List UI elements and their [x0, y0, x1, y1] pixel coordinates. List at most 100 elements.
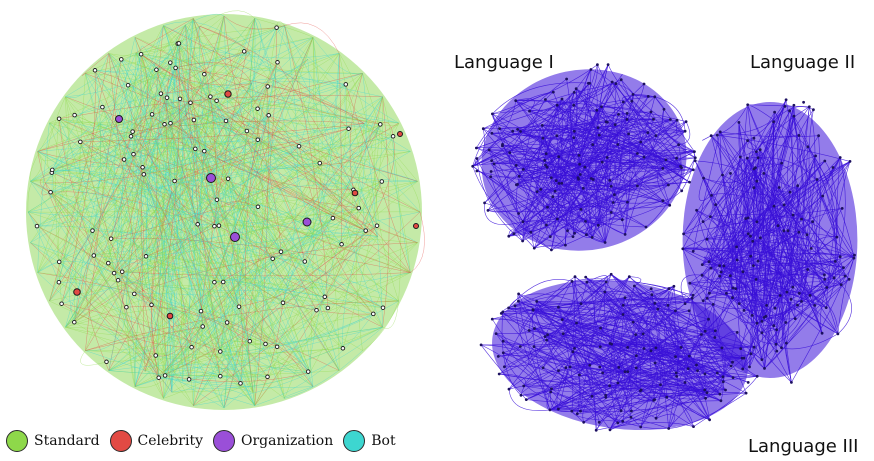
left-edge — [50, 192, 164, 399]
left-edge — [29, 118, 60, 182]
cluster-node — [691, 168, 695, 172]
cluster-node — [543, 159, 547, 162]
left-edge — [127, 84, 320, 164]
cluster-node — [512, 232, 516, 236]
cluster-node — [679, 346, 683, 349]
left-node — [356, 205, 361, 211]
left-edge — [92, 230, 399, 302]
cluster-node — [832, 276, 836, 280]
cluster-edge — [554, 64, 609, 192]
cluster-node — [489, 170, 493, 173]
left-node — [172, 178, 177, 184]
cluster-node — [597, 133, 601, 137]
cluster-node — [790, 381, 793, 384]
left-edge — [65, 305, 240, 328]
left-edge — [94, 70, 196, 150]
left-edge — [93, 255, 173, 393]
cluster-edge — [709, 292, 758, 324]
cluster-edge — [604, 291, 632, 412]
left-edge — [58, 118, 95, 256]
cluster-edge — [545, 99, 682, 168]
cluster-node — [521, 168, 525, 171]
cluster-edge — [534, 327, 676, 357]
cluster-edge — [549, 382, 619, 411]
cluster-node — [626, 370, 630, 373]
left-node — [202, 71, 207, 77]
cluster-edge — [719, 185, 798, 266]
cluster-node — [588, 363, 592, 367]
left-node — [92, 68, 98, 73]
left-node — [212, 279, 217, 285]
cluster-edge — [517, 129, 574, 237]
left-edge — [93, 128, 349, 256]
cluster-edge — [561, 281, 607, 320]
cluster-edge — [508, 120, 678, 237]
cluster-edge — [498, 343, 722, 357]
left-edge — [30, 242, 311, 373]
cluster-edge — [579, 374, 694, 427]
cluster-edge — [739, 271, 767, 307]
left-edge — [338, 53, 378, 226]
cluster-node — [541, 136, 545, 140]
cluster-node — [600, 160, 604, 164]
legend-swatch-celebrity — [109, 430, 132, 452]
cluster-node — [708, 215, 712, 219]
cluster-node — [703, 329, 707, 333]
cluster-node — [595, 108, 599, 112]
left-edge — [180, 74, 205, 382]
cluster-edge — [515, 100, 687, 122]
left-node — [266, 113, 271, 118]
cluster-edge — [574, 184, 669, 234]
cluster-node — [692, 425, 695, 428]
cluster-node — [481, 127, 485, 131]
cluster-node — [604, 280, 608, 284]
left-edge — [210, 96, 278, 347]
left-node — [379, 179, 385, 184]
left-edge — [122, 271, 255, 406]
cluster-edge — [650, 111, 696, 159]
left-edge — [134, 347, 192, 388]
left-edge — [102, 106, 192, 348]
cluster-node — [490, 317, 494, 321]
left-edge — [163, 25, 344, 349]
cluster-node — [600, 105, 603, 109]
left-edge — [156, 37, 314, 70]
left-node — [218, 349, 223, 354]
cluster-edge — [556, 105, 575, 234]
left-edge — [132, 131, 284, 303]
cluster-edge — [605, 281, 710, 421]
cluster-node — [783, 105, 787, 108]
left-node — [244, 128, 250, 134]
cluster-edge — [753, 168, 823, 334]
cluster-node — [621, 419, 625, 423]
cluster-edge — [492, 113, 586, 222]
cluster-node — [749, 234, 752, 238]
cluster-edge — [491, 88, 577, 161]
cluster-edge — [628, 133, 638, 186]
cluster-edge — [702, 135, 712, 141]
left-node — [378, 122, 383, 127]
left-edge — [164, 343, 266, 372]
cluster-edge — [502, 311, 575, 349]
cluster-node — [527, 329, 531, 332]
left-edge — [166, 97, 366, 231]
cluster-node — [532, 246, 536, 250]
left-edge — [374, 96, 399, 302]
left-edge — [307, 136, 394, 372]
cluster-node — [494, 332, 498, 335]
cluster-node — [535, 190, 539, 194]
cluster-node — [683, 302, 687, 305]
cluster-edge — [624, 321, 634, 334]
cluster-edge — [609, 348, 645, 430]
cluster-node — [681, 247, 685, 251]
left-edge — [50, 123, 365, 193]
cluster-edge — [490, 176, 647, 228]
left-node — [195, 222, 200, 227]
cluster-edge — [709, 261, 836, 294]
cluster-edge — [499, 303, 655, 375]
cluster-node — [705, 237, 709, 241]
left-edge — [58, 281, 166, 376]
cluster-node — [579, 302, 583, 305]
cluster-node — [703, 372, 707, 376]
cluster-node — [777, 186, 781, 189]
